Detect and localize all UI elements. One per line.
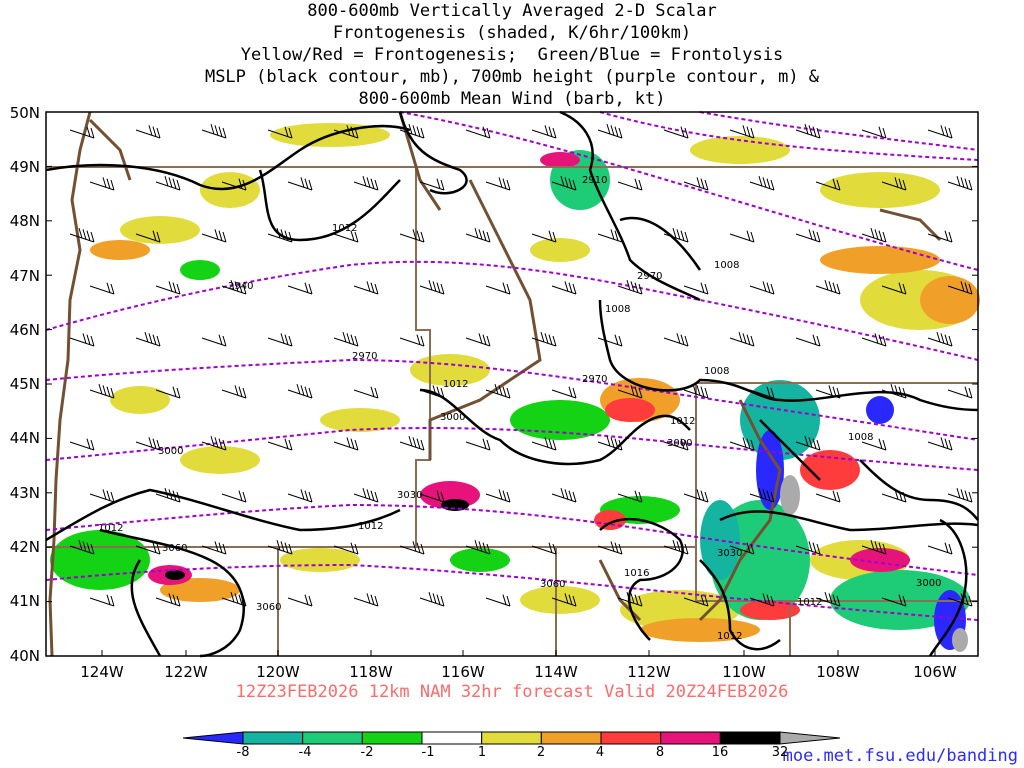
mslp-label: 1012: [98, 523, 123, 534]
axis-ticks: [46, 111, 978, 657]
colorbar-label: 1: [477, 745, 487, 760]
colorbar-segment: [302, 731, 363, 745]
colorbar-segment: [540, 731, 602, 745]
coastline: [48, 111, 942, 657]
colorbar-segment: [182, 731, 244, 745]
lon-label: 122W: [164, 663, 208, 681]
lat-label: 45N: [10, 375, 40, 393]
colorbar-segment: [600, 731, 662, 745]
lon-label: 108W: [816, 663, 860, 681]
mslp-label: 1012: [717, 631, 742, 642]
height-label: 3030: [397, 490, 422, 501]
height-label: 3030: [717, 548, 742, 559]
colorbar-label: -4: [298, 745, 312, 760]
colorbar-label: -2: [360, 745, 374, 760]
title-line-3: Yellow/Red = Frontogenesis; Green/Blue =…: [240, 45, 784, 65]
title-line-2: Frontogenesis (shaded, K/6hr/100km): [332, 23, 692, 43]
lon-label: 124W: [80, 663, 124, 681]
lon-label: 116W: [441, 663, 485, 681]
mslp-label: 1012: [332, 223, 357, 234]
mslp-label: 1012: [797, 597, 822, 608]
state-borders: [46, 166, 978, 656]
lat-label: 47N: [10, 267, 40, 285]
mslp-label: 1008: [714, 260, 739, 271]
mslp-label: 1012: [358, 521, 383, 532]
height-label: 3000: [916, 578, 941, 589]
mslp-contours: [45, 110, 979, 658]
lat-label: 49N: [10, 158, 40, 176]
lat-label: 41N: [10, 592, 40, 610]
title-line-4: MSLP (black contour, mb), 700mb height (…: [204, 67, 820, 87]
mslp-label: 1012: [443, 379, 468, 390]
height-label: 2970: [352, 351, 377, 362]
mslp-label: 1012: [670, 416, 695, 427]
mslp-label: 1008: [605, 304, 630, 315]
lat-label: 44N: [10, 429, 40, 447]
mslp-label: 1016: [624, 568, 649, 579]
height-label: 3000: [667, 438, 692, 449]
height-label: 2940: [228, 281, 253, 292]
colorbar-segment: [779, 731, 841, 745]
height-label: 3000: [440, 412, 465, 423]
colorbar-label: 2: [536, 745, 546, 760]
lat-label: 50N: [10, 104, 40, 122]
height-label: 3060: [540, 579, 565, 590]
lat-label: 46N: [10, 321, 40, 339]
height-label: 3060: [256, 602, 281, 613]
title-line-5: 800-600mb Mean Wind (barb, kt): [358, 89, 666, 109]
lat-label: 42N: [10, 538, 40, 556]
colorbar-label: 16: [711, 745, 729, 760]
colorbar-label: -1: [421, 745, 435, 760]
lon-label: 110W: [722, 663, 766, 681]
colorbar-segment: [719, 731, 781, 745]
height-label: 2970: [637, 271, 662, 282]
height-contours: [45, 111, 979, 621]
colorbar-segment: [421, 731, 483, 745]
colorbar: [182, 731, 841, 745]
lat-label: 48N: [10, 212, 40, 230]
colorbar-label: -8: [236, 745, 250, 760]
wind-barbs: [69, 123, 973, 607]
latitude-axis: 50N 49N 48N 47N 46N 45N 44N 43N 42N 41N …: [10, 104, 40, 665]
colorbar-segment: [242, 731, 304, 745]
longitude-axis: 124W 122W 120W 118W 116W 114W 112W 110W …: [80, 663, 957, 681]
lon-label: 118W: [349, 663, 393, 681]
colorbar-label: 32: [771, 745, 789, 760]
lon-label: 120W: [256, 663, 300, 681]
lon-label: 106W: [913, 663, 957, 681]
mslp-label: 1008: [848, 432, 873, 443]
mslp-label: 1008: [704, 366, 729, 377]
lat-label: 40N: [10, 647, 40, 665]
forecast-valid-text: 12Z23FEB2026 12km NAM 32hr forecast Vali…: [235, 682, 789, 702]
height-label: 3060: [162, 543, 187, 554]
colorbar-segment: [361, 731, 423, 745]
colorbar-segment: [481, 731, 542, 745]
title-line-1: 800-600mb Vertically Averaged 2-D Scalar: [307, 1, 717, 21]
height-label: 2910: [582, 175, 607, 186]
lat-label: 43N: [10, 484, 40, 502]
height-label: 3000: [158, 446, 183, 457]
source-credit: moe.met.fsu.edu/banding: [782, 746, 1018, 766]
lon-label: 112W: [627, 663, 671, 681]
height-label: 2970: [582, 374, 607, 385]
lon-label: 114W: [534, 663, 578, 681]
colorbar-segment: [660, 731, 721, 745]
contour-labels: 2910 2940 2970 2970 3000 3000 3000 3030 …: [98, 175, 941, 642]
colorbar-label: 4: [595, 745, 605, 760]
colorbar-label: 8: [655, 745, 665, 760]
